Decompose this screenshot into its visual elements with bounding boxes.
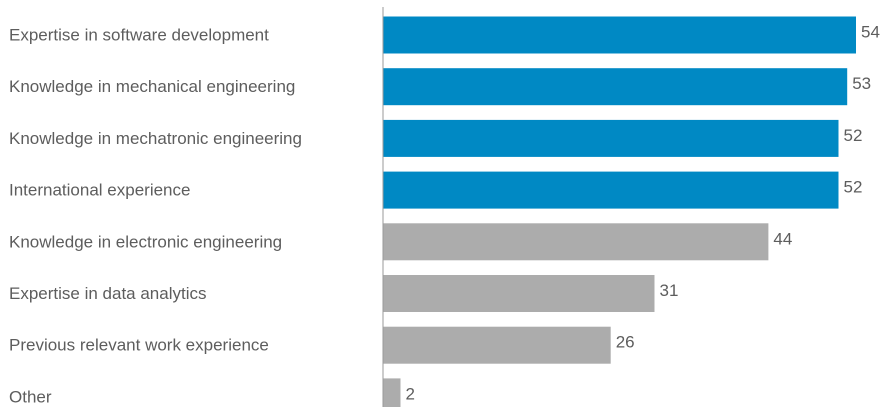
value-label-7: 26 <box>616 333 635 352</box>
bar-3 <box>383 119 839 157</box>
category-label-5: Knowledge in electronic engineering <box>9 232 282 251</box>
category-label-4: International experience <box>9 181 190 200</box>
value-label-6: 31 <box>660 281 679 300</box>
category-labels-layer: Expertise in software development Knowled… <box>9 26 302 407</box>
value-label-1: 54 <box>861 23 880 42</box>
category-label-1: Expertise in software development <box>9 26 269 45</box>
bar-6 <box>383 275 655 312</box>
value-label-2: 53 <box>852 74 871 93</box>
category-label-8: Other <box>9 387 52 406</box>
value-label-5: 44 <box>773 229 792 248</box>
value-label-3: 52 <box>844 126 863 145</box>
value-labels-layer: 54 53 52 52 44 31 26 2 <box>406 23 880 404</box>
category-label-6: Expertise in data analytics <box>9 284 207 303</box>
bar-4 <box>383 171 839 209</box>
bar-7 <box>383 326 611 364</box>
bar-8 <box>383 378 401 407</box>
category-label-2: Knowledge in mechanical engineering <box>9 77 295 96</box>
category-label-7: Previous relevant work experience <box>9 336 269 355</box>
category-label-3: Knowledge in mechatronic engineering <box>9 129 302 148</box>
bar-2 <box>383 68 848 106</box>
bars-layer <box>383 16 856 407</box>
value-label-8: 2 <box>406 384 415 403</box>
bar-5 <box>383 223 769 261</box>
value-label-4: 52 <box>844 178 863 197</box>
bar-1 <box>383 16 856 54</box>
